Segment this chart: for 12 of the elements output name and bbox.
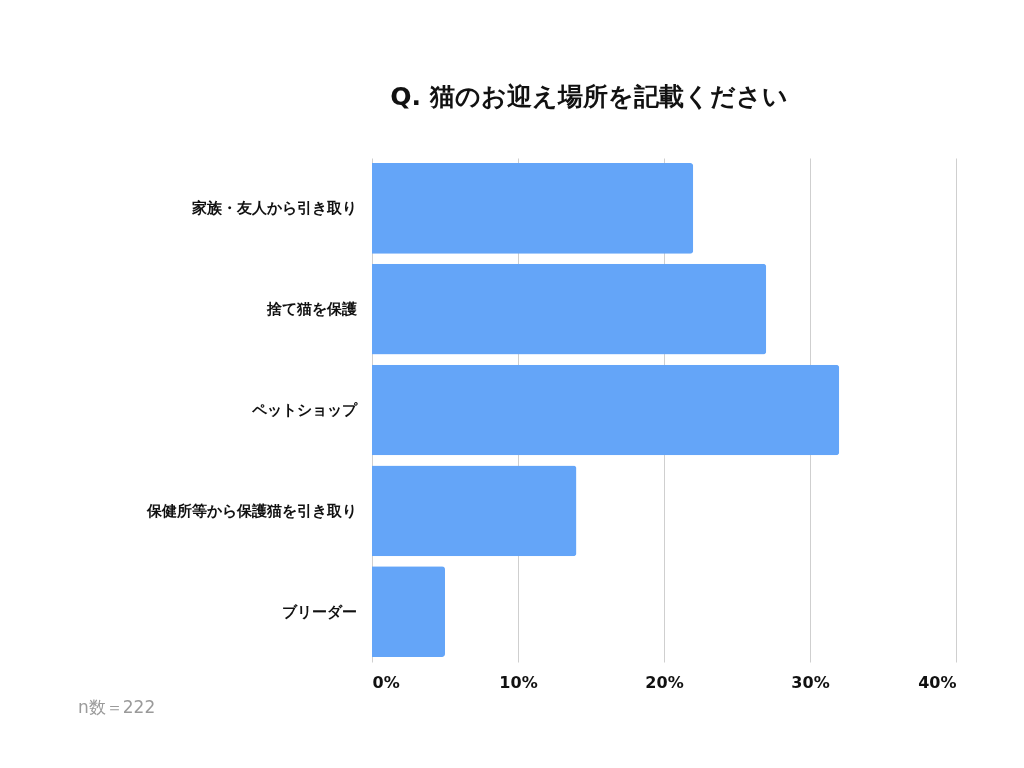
y-tick-label: ブリーダー [281, 602, 357, 621]
chart-title: Q. 猫のお迎え場所を記載ください [390, 82, 788, 111]
x-tick-label: 10% [499, 672, 538, 692]
y-tick-label: 捨て猫を保護 [265, 300, 357, 319]
x-tick-label: 20% [645, 672, 684, 692]
y-tick-label: 家族・友人から引き取り [190, 199, 357, 218]
text: n数＝222 [78, 696, 156, 719]
y-tick-label: 保健所等から保護猫を引き取り [145, 501, 357, 520]
x-tick-label: 0% [372, 672, 400, 692]
x-tick-label: 30% [791, 672, 830, 692]
x-tick-label: 40% [918, 672, 957, 692]
y-tick-label: ペットショップ [250, 401, 358, 419]
